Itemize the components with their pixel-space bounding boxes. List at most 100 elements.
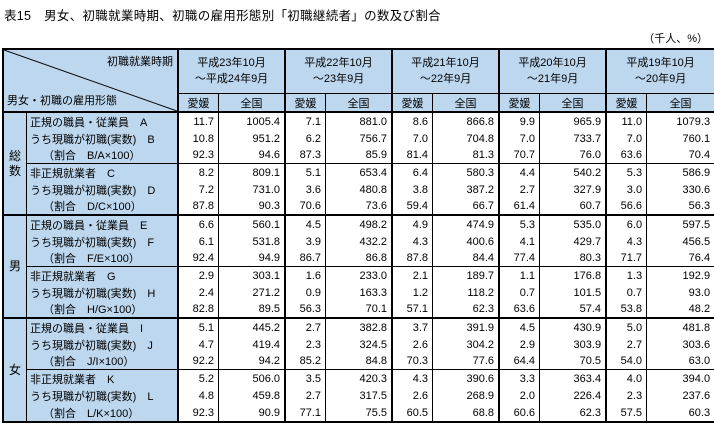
- data-cell: 330.6: [682, 183, 711, 196]
- data-cell: 3.3: [500, 370, 541, 387]
- data-cell: 70.5: [540, 353, 608, 370]
- row-label: 正規の職員・従業員 A: [27, 113, 179, 130]
- data-cell: 653.4: [326, 164, 394, 181]
- data-cell: 7.1: [286, 113, 327, 130]
- data-cell: 70.6: [286, 198, 327, 216]
- row-label: うち現職が初職(実数) D: [27, 181, 179, 198]
- data-cell: 2.6: [393, 336, 434, 353]
- data-cell: 57.1: [393, 301, 434, 319]
- data-cell: 1.1: [500, 267, 541, 284]
- period-header-row: 初職就業時期 男女・初職の雇用形態 平成23年10月 ～平成24年9月 平成22年1…: [4, 50, 714, 113]
- data-cell: 92.2: [179, 353, 219, 370]
- data-cell: 56.3: [647, 198, 714, 216]
- data-cell: 951.2: [219, 130, 287, 147]
- data-cell: 6.2: [286, 130, 327, 147]
- table-row: 女正規の職員・従業員 I 5.1 445.2 2.7 382.8 3.7 391.9 4.5 4…: [4, 319, 714, 421]
- data-cell: 4.3: [393, 370, 434, 387]
- data-cell: 118.2: [433, 284, 501, 301]
- table-row: うち現職が初職(実数) D 7.2 731.0 3.6 480.8 3.8 387.2 2.7…: [4, 181, 714, 198]
- region-header-zenkoku: 全国: [647, 94, 714, 113]
- group-label: 総数: [4, 113, 27, 216]
- data-cell: 92.3: [179, 147, 219, 164]
- data-cell: 2.7: [286, 319, 327, 336]
- data-cell: 429.7: [540, 233, 608, 250]
- data-cell: 87.8: [179, 198, 219, 216]
- table-row: （割合 H/G×100） 82.8 89.5 56.3 70.1 57.1 62.3 63.6…: [4, 301, 714, 319]
- data-cell: 731.0: [219, 181, 287, 198]
- table-row: 非正規就業者 G 2.9 303.1 1.6 233.0 2.1 189.7 1.1 176.8…: [4, 267, 714, 284]
- data-cell: 317.5: [326, 387, 394, 404]
- region-header-zenkoku: 全国: [219, 94, 287, 113]
- data-cell: 82.8: [179, 301, 219, 319]
- data-cell: 4.9: [393, 216, 434, 233]
- data-cell: 303.1: [219, 267, 287, 284]
- data-cell: 2.3: [286, 336, 327, 353]
- data-cell: 56.6: [607, 198, 648, 216]
- data-cell: 5.3: [500, 216, 541, 233]
- period-header: 平成23年10月 ～平成24年9月: [179, 50, 287, 94]
- data-cell: 881.0: [326, 113, 394, 130]
- data-cell: 535.0: [540, 216, 608, 233]
- data-cell: 81.3: [433, 147, 501, 164]
- data-cell: 432.2: [326, 233, 394, 250]
- data-cell: 7.0: [607, 130, 648, 147]
- data-cell: 101.5: [540, 284, 608, 301]
- data-cell: 71.7: [607, 250, 648, 267]
- data-cell: 48.2: [647, 301, 714, 319]
- data-cell: 92.3: [179, 404, 219, 421]
- row-label: （割合 F/E×100）: [27, 250, 179, 267]
- row-label: 正規の職員・従業員 E: [27, 216, 179, 233]
- data-cell: 430.9: [540, 319, 608, 336]
- table-row: うち現職が初職(実数) J 4.7 419.4 2.3 324.5 2.6 304.2 2.9…: [4, 336, 714, 353]
- data-cell: 92.4: [179, 250, 219, 267]
- table-row: 男正規の職員・従業員 E 6.6 560.1 4.5 498.2 4.9 474.9 5.3 5…: [4, 216, 714, 319]
- region-header-ehime: 愛媛: [393, 94, 434, 113]
- data-cell: 8.2: [179, 164, 219, 181]
- data-cell: 77.6: [433, 353, 501, 370]
- data-cell: 61.4: [500, 198, 541, 216]
- table-row: うち現職が初職(実数) F 6.1 531.8 3.9 432.2 4.3 400.6 4.1…: [4, 233, 714, 250]
- data-cell: 4.7: [179, 336, 219, 353]
- data-cell: 597.5: [682, 218, 711, 231]
- data-cell: 4.4: [500, 164, 541, 181]
- data-cell: 2.7: [286, 387, 327, 404]
- data-cell: 62.3: [433, 301, 501, 319]
- data-cell: 391.9: [433, 319, 501, 336]
- data-cell: 4.1: [500, 233, 541, 250]
- row-label: 非正規就業者 C: [27, 164, 179, 181]
- data-cell: 77.1: [286, 404, 327, 421]
- row-label: （割合 B/A×100）: [27, 147, 179, 164]
- data-cell: 6.1: [179, 233, 219, 250]
- data-cell: 4.0: [607, 370, 648, 387]
- data-cell: 965.9: [540, 113, 608, 130]
- data-cell: 2.4: [179, 284, 219, 301]
- period-header: 平成20年10月 ～21年9月: [500, 50, 608, 94]
- table-row: うち現職が初職(実数) H 2.4 271.2 0.9 163.3 1.2 118.2 0.7…: [4, 284, 714, 301]
- data-cell: 86.8: [326, 250, 394, 267]
- data-cell: 85.2: [286, 353, 327, 370]
- row-label: うち現職が初職(実数) B: [27, 130, 179, 147]
- data-cell: 1.6: [286, 267, 327, 284]
- table-row: うち現職が初職(実数) L 4.8 459.8 2.7 317.5 2.6 268.9 2.0…: [4, 387, 714, 404]
- data-cell: 63.0: [647, 353, 714, 370]
- data-cell: 586.9: [682, 166, 711, 179]
- data-cell: 445.2: [219, 319, 287, 336]
- table-row: 非正規就業者 K 5.2 506.0 3.5 420.3 4.3 390.6 3.3 363.4…: [4, 370, 714, 387]
- region-header-zenkoku: 全国: [433, 94, 501, 113]
- data-cell: 3.8: [393, 181, 434, 198]
- data-cell: 2.9: [500, 336, 541, 353]
- data-cell: 7.0: [393, 130, 434, 147]
- data-cell: 2.9: [179, 267, 219, 284]
- row-label: （割合 L/K×100）: [27, 404, 179, 421]
- data-cell: 1005.4: [219, 113, 287, 130]
- data-cell: 481.8: [682, 321, 711, 334]
- data-cell: 303.9: [540, 336, 608, 353]
- table-row: 非正規就業者 C 8.2 809.1 5.1 653.4 6.4 580.3 4.4 540.2…: [4, 164, 714, 181]
- group-label: 男: [4, 216, 27, 319]
- data-cell: 68.8: [433, 404, 501, 421]
- row-label: うち現職が初職(実数) F: [27, 233, 179, 250]
- data-cell: 94.2: [219, 353, 287, 370]
- period-header: 平成19年10月 ～20年9月: [607, 50, 714, 94]
- data-cell: 60.6: [500, 404, 541, 421]
- row-label: 非正規就業者 G: [27, 267, 179, 284]
